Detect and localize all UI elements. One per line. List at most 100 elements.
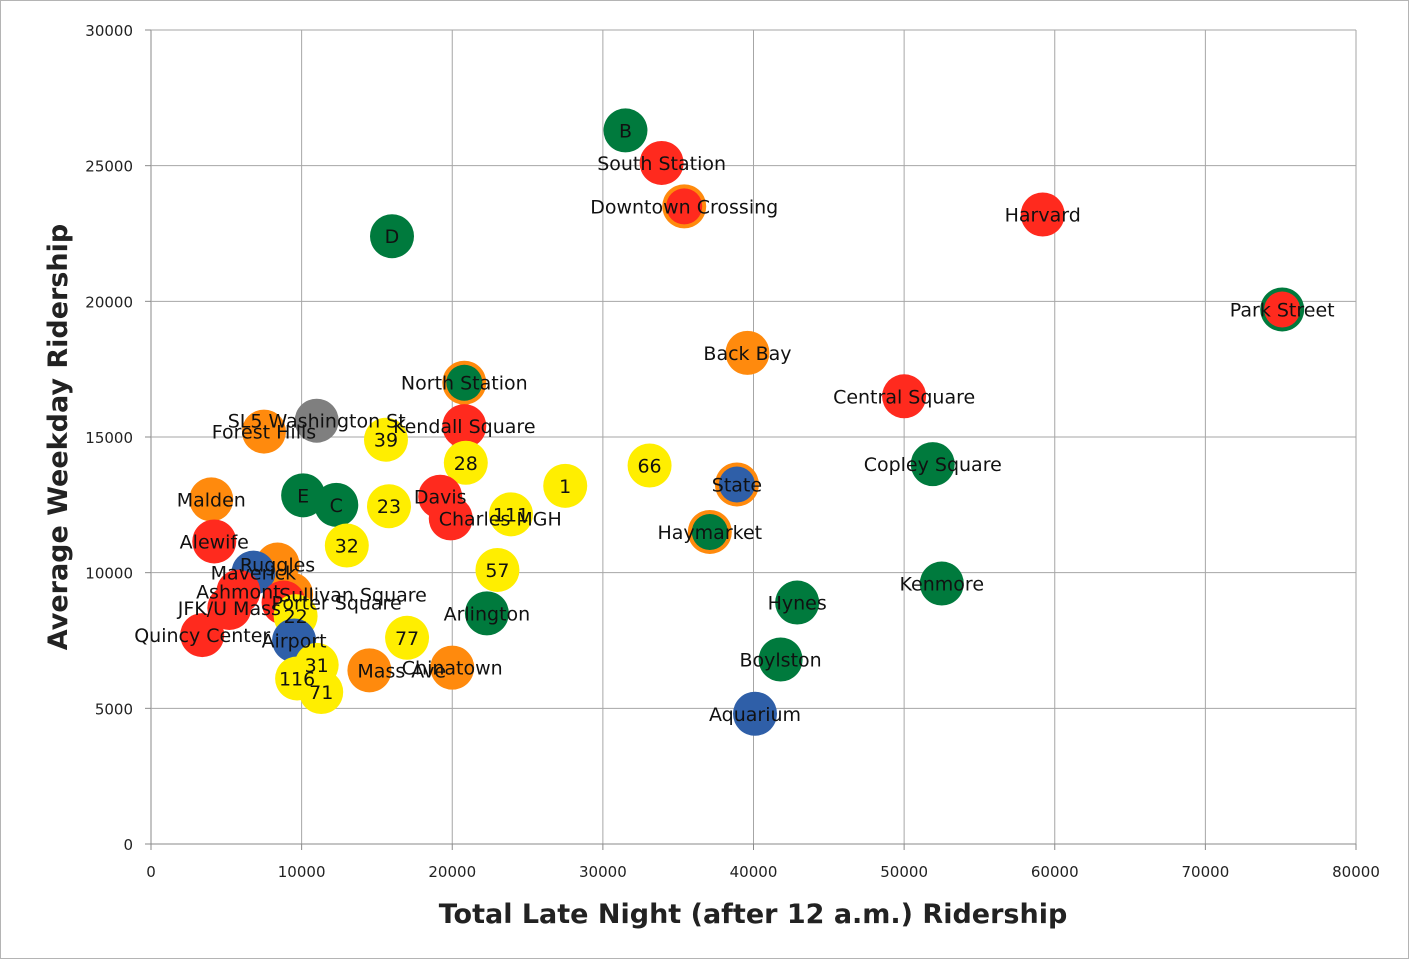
data-point [1260,287,1305,332]
data-point [687,509,732,554]
point-marker [1264,291,1301,328]
data-point [919,561,964,606]
data-point [299,670,344,715]
point-label: Malden [177,489,246,511]
point-marker [666,188,703,225]
point-marker [775,580,820,625]
data-point [347,648,392,693]
point-label: Quincy Center [134,625,270,647]
x-tick-label: 60000 [1031,863,1079,881]
y-tick-label: 10000 [85,565,133,583]
data-point [180,613,225,658]
point-label: Boylston [740,649,822,671]
data-point [464,591,509,636]
data-point [603,108,648,153]
y-tick-label: 30000 [85,22,133,40]
data-point [430,645,475,690]
point-label: Park Street [1230,299,1335,321]
point-label: 23 [377,496,401,518]
data-point [189,477,234,522]
point-label: Harvard [1005,205,1081,227]
point-label: Porter Square [272,593,402,615]
point-label: Sullivan Square [279,584,427,606]
y-tick-label: 15000 [85,429,133,447]
point-label: Airport [262,631,327,653]
x-tick-label: 40000 [730,863,778,881]
point-label: Davis [414,487,467,509]
data-point [370,214,414,259]
point-marker [207,585,252,630]
point-marker [475,547,520,592]
point-label: 77 [395,628,419,650]
point-label: Arlington [444,603,531,625]
data-point [443,440,488,485]
data-point [314,482,359,527]
point-marker [347,648,392,693]
data-point [1020,192,1065,237]
point-label: State [712,474,762,496]
data-markers [180,108,1305,736]
data-point [910,442,955,487]
point-label: Back Bay [703,343,791,365]
data-point [639,140,684,185]
data-point [366,484,411,529]
x-tick-label: 0 [146,863,156,881]
point-marker [543,463,588,508]
data-point [192,519,237,564]
point-label: Charles MGH [439,508,562,530]
point-label: Ashmont [196,582,281,604]
point-marker [919,561,964,606]
data-point [662,184,707,229]
point-marker [366,484,411,529]
y-tick-label: 20000 [85,293,133,311]
data-point [543,463,588,508]
point-label: 32 [335,536,359,558]
point-marker [189,477,234,522]
y-tick-label: 25000 [85,158,133,176]
point-label: C [330,495,343,517]
data-point [758,637,803,682]
tick-labels: 0 10000 20000 30000 40000 50000 60000 70000 8000… [85,22,1380,881]
point-label: Forest Hills [212,422,316,444]
point-label: 22 [284,606,308,628]
point-marker [718,466,755,503]
point-marker [299,670,344,715]
point-marker [442,404,487,449]
point-label: Kenmore [900,574,984,596]
gridlines [145,29,1357,850]
point-marker [180,613,225,658]
point-label: Maverick [211,563,297,585]
point-marker [1020,192,1065,237]
point-label: Ruggles [240,555,315,577]
y-tick-label: 5000 [95,700,133,718]
point-marker [603,108,648,153]
point-marker [733,691,778,736]
point-marker [281,473,326,518]
point-label: 66 [637,455,661,477]
point-marker [324,523,369,568]
point-marker [428,496,473,541]
point-label: Downtown Crossing [590,196,778,218]
point-label: 57 [485,560,509,582]
data-point [442,360,487,405]
point-marker [758,637,803,682]
point-label: JFK/U Mass [177,598,281,620]
x-tick-label: 30000 [579,863,627,881]
point-label: South Station [597,153,726,175]
point-marker [370,214,414,259]
x-tick-label: 80000 [1332,863,1380,881]
data-point [488,492,533,537]
point-label: Alewife [180,531,249,553]
x-tick-label: 20000 [428,863,476,881]
data-point [281,473,326,518]
point-label: North Station [401,373,528,395]
point-label: Aquarium [709,704,801,726]
data-point [385,615,430,660]
point-marker [430,645,475,690]
point-label: 39 [374,430,398,452]
point-marker [910,442,955,487]
point-label: 111 [493,504,529,526]
y-tick-label: 0 [123,836,133,854]
x-tick-label: 50000 [880,863,928,881]
